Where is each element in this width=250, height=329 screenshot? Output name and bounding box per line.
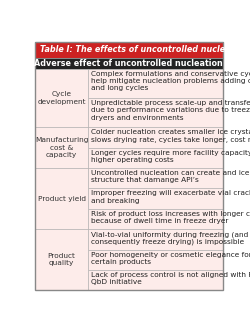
Text: Improper freezing will exacerbate vial cracking
and breaking: Improper freezing will exacerbate vial c… [91, 190, 250, 204]
Bar [88, 127, 223, 148]
Text: Risk of product loss increases with longer cycles
because of dwell time in freez: Risk of product loss increases with long… [91, 211, 250, 224]
Bar [35, 127, 88, 168]
Text: Vial-to-vial uniformity during freezing (and
consequently freeze drying) is impo: Vial-to-vial uniformity during freezing … [91, 231, 248, 245]
Bar [88, 189, 223, 209]
Bar [88, 209, 223, 229]
Bar [35, 58, 223, 69]
Text: Product yield: Product yield [38, 196, 86, 202]
Text: Cycle
development: Cycle development [37, 91, 86, 105]
Bar [35, 168, 88, 229]
Text: Manufacturing
cost &
capacity: Manufacturing cost & capacity [35, 137, 88, 158]
Bar [35, 69, 88, 127]
Bar [35, 42, 223, 58]
Text: Lack of process control is not aligned with FDA,
QbD initiative: Lack of process control is not aligned w… [91, 272, 250, 285]
Text: Unpredictable process scale-up and transfer
due to performance variations due to: Unpredictable process scale-up and trans… [91, 100, 250, 121]
Text: Adverse effect of uncontrolled nucleation: Adverse effect of uncontrolled nucleatio… [34, 59, 223, 68]
Bar [88, 229, 223, 249]
Text: Table I: The effects of uncontrolled nucleation.: Table I: The effects of uncontrolled nuc… [40, 45, 250, 54]
Text: Uncontrolled nucleation can create and ice
structure that damange API’s: Uncontrolled nucleation can create and i… [91, 170, 250, 183]
Text: Colder nucleation creates smaller ice crystals –
slows drying rate, cycles take : Colder nucleation creates smaller ice cr… [91, 129, 250, 142]
Bar [35, 229, 88, 290]
Bar [88, 168, 223, 189]
Bar [88, 249, 223, 270]
Text: Product
quality: Product quality [48, 253, 76, 266]
Bar [88, 270, 223, 290]
Bar [88, 148, 223, 168]
Bar [88, 69, 223, 98]
Bar [88, 98, 223, 127]
Text: Complex formulations and conservative cycles
help mitigate nucleation problems a: Complex formulations and conservative cy… [91, 71, 250, 91]
Text: Longer cycles require more facility capacity and
higher operating costs: Longer cycles require more facility capa… [91, 150, 250, 163]
Text: Poor homogeneity or cosmetic elegance for
certain products: Poor homogeneity or cosmetic elegance fo… [91, 252, 250, 265]
